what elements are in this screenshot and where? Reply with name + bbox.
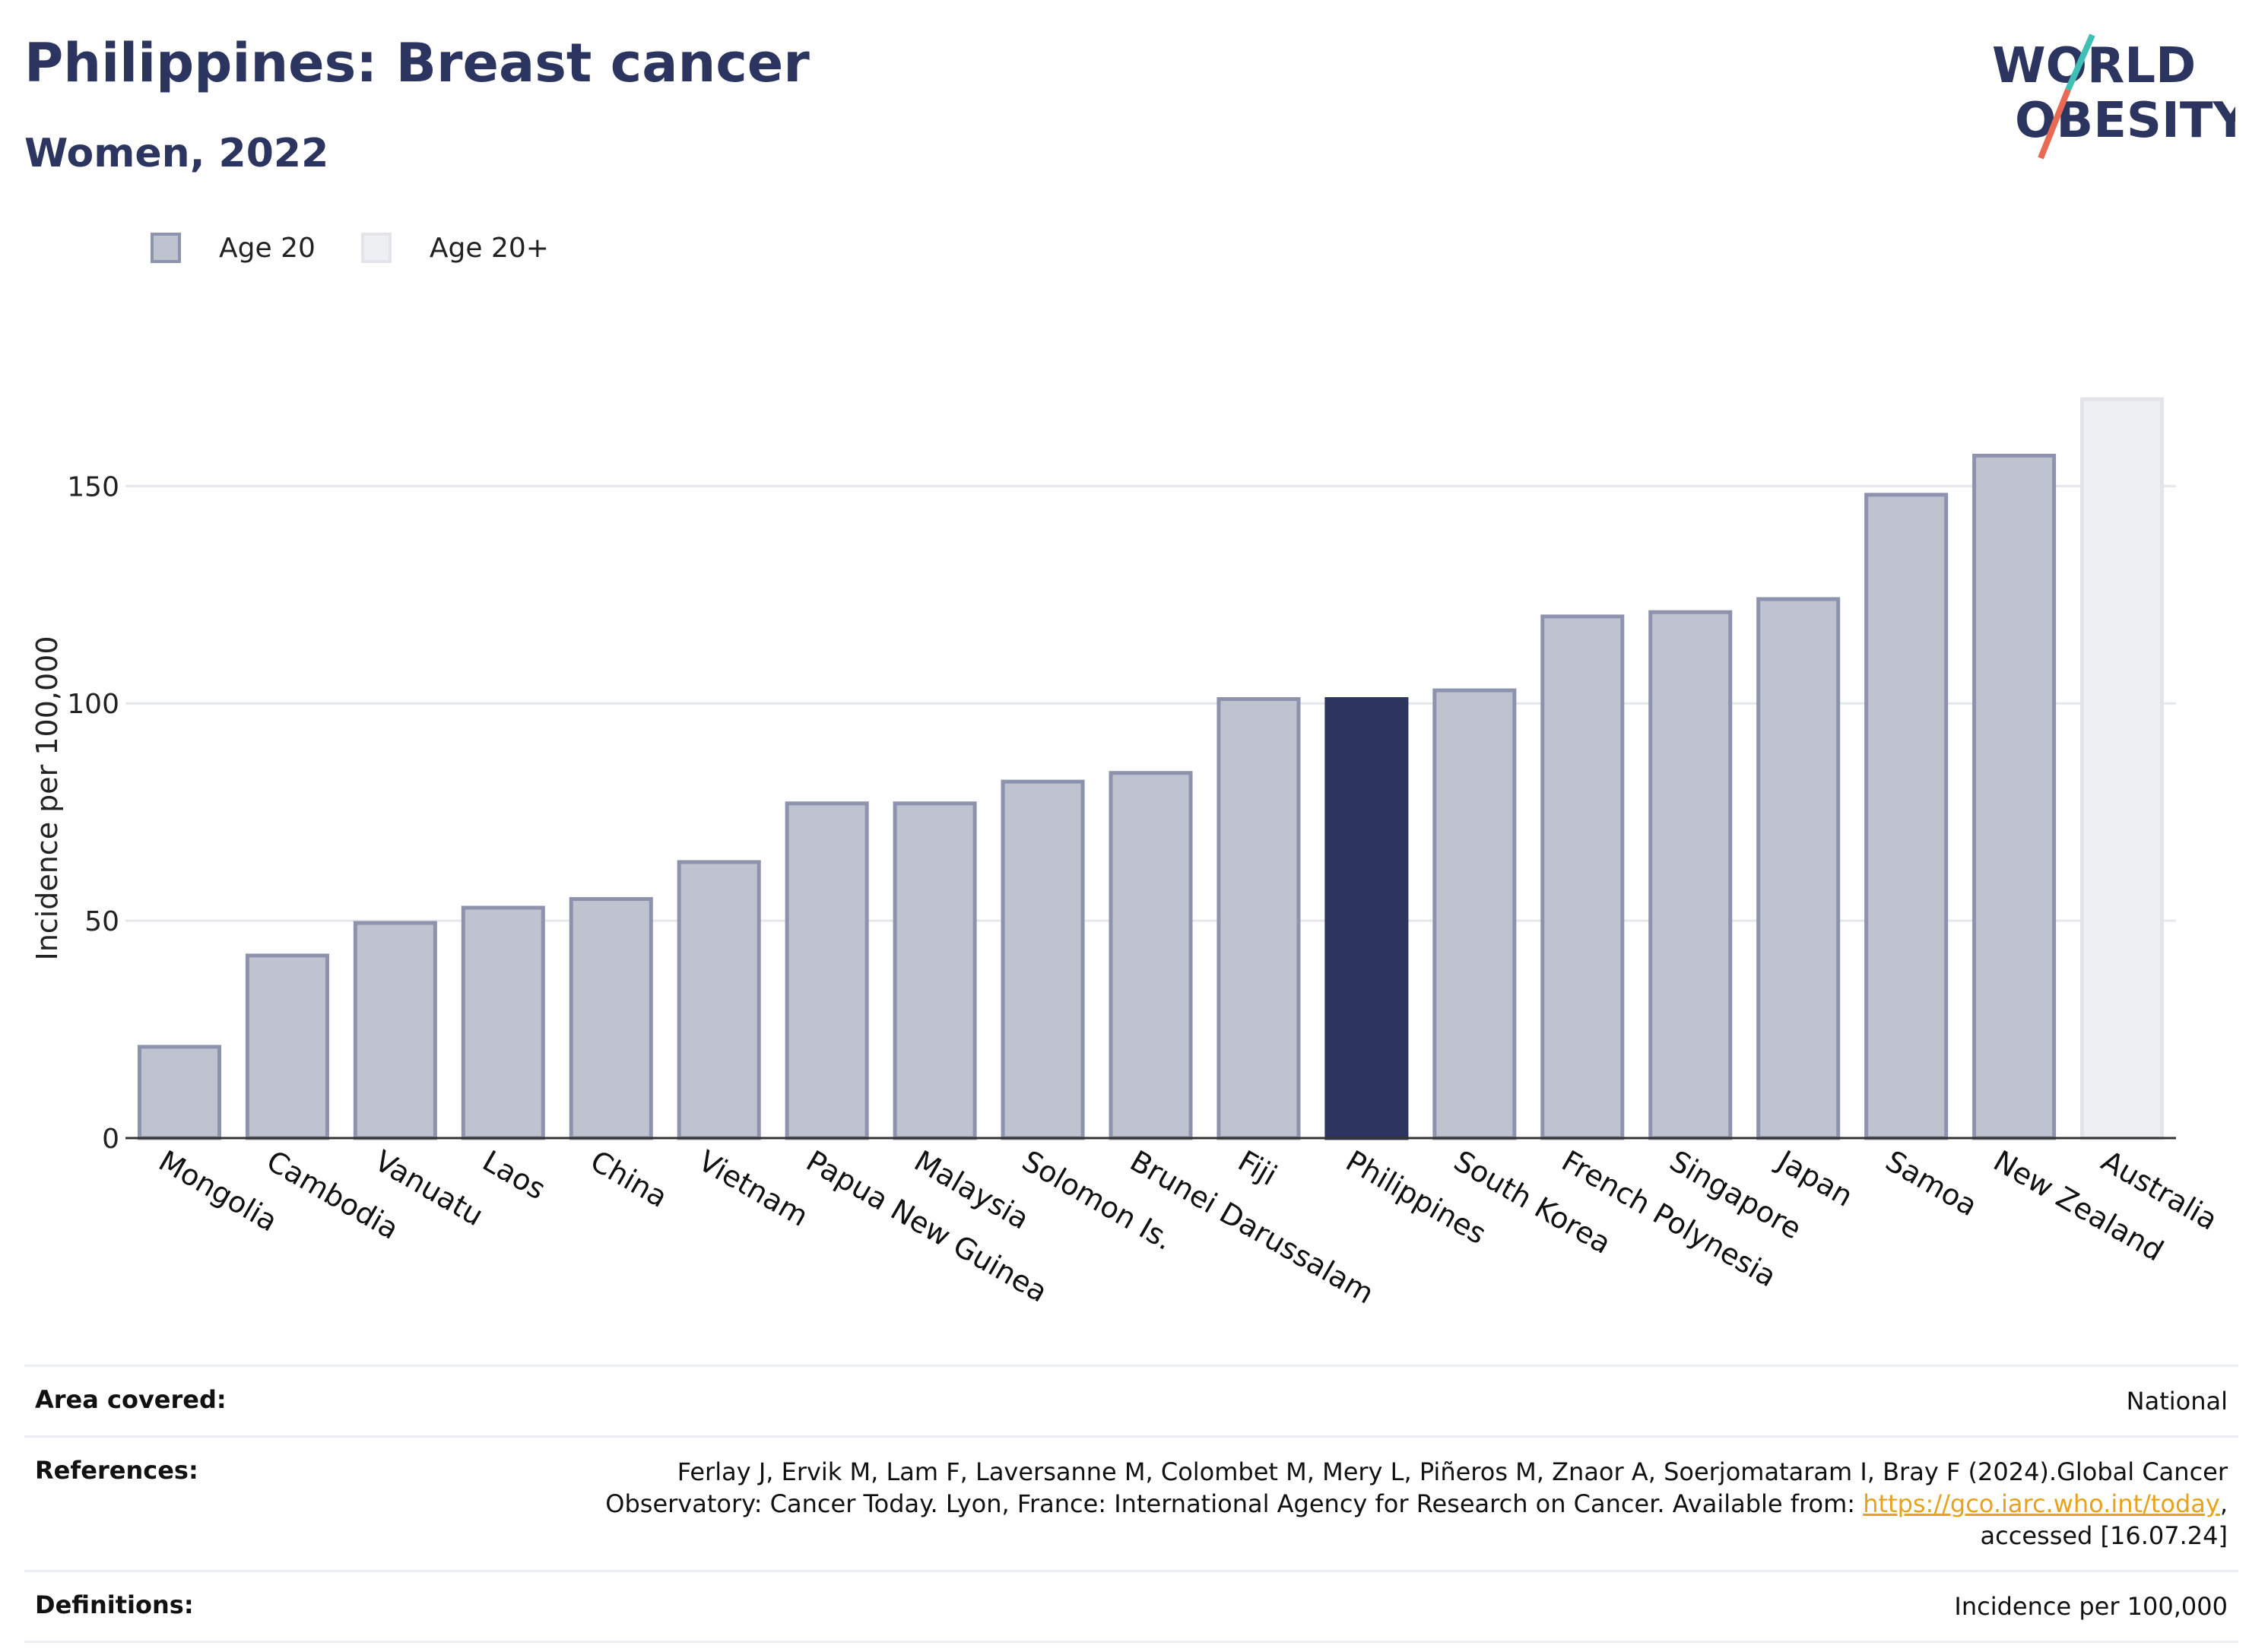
bar-solomon-is-[interactable] [1001, 779, 1085, 1140]
definitions-label: Definitions: [35, 1590, 194, 1619]
bar-vanuatu[interactable] [353, 921, 437, 1140]
bar-australia[interactable] [2080, 397, 2165, 1140]
area-covered-label: Area covered: [35, 1385, 227, 1414]
area-covered-value: National [2126, 1387, 2228, 1416]
y-axis-label: Incidence per 100,000 [30, 636, 64, 960]
reference-line-2-end: , [2219, 1489, 2228, 1518]
logo-line2: OBESITY [2015, 93, 2235, 149]
bar-malaysia[interactable] [893, 801, 977, 1140]
world-obesity-logo: WORLD OBESITY [1992, 33, 2235, 160]
footer-row-references: References: Ferlay J, Ervik M, Lam F, La… [24, 1435, 2238, 1570]
bar-fiji[interactable] [1216, 697, 1301, 1140]
bar-mongolia[interactable] [137, 1045, 221, 1140]
y-tick-label: 50 [84, 906, 119, 937]
bar-south-korea[interactable] [1432, 688, 1517, 1140]
bar-samoa[interactable] [1864, 493, 1949, 1140]
footer-table: Area covered: National References: Ferla… [24, 1365, 2238, 1643]
legend-item-age-20[interactable]: Age 20 [151, 233, 316, 264]
bar-singapore[interactable] [1648, 610, 1733, 1140]
legend-label-age-20: Age 20 [219, 232, 316, 264]
bar-brunei-darussalam[interactable] [1109, 771, 1193, 1140]
legend-label-age-20-plus: Age 20+ [429, 232, 549, 264]
bar-china[interactable] [569, 897, 653, 1140]
bar-laos[interactable] [461, 905, 545, 1140]
y-tick-labels: 0 50 100 150 [67, 471, 119, 1155]
bar-new-zealand[interactable] [1972, 453, 2057, 1140]
bar-philippines[interactable] [1324, 697, 1409, 1140]
reference-line-3: accessed [16.07.24] [1980, 1521, 2228, 1550]
bar-cambodia[interactable] [245, 953, 329, 1140]
page-subtitle: Women, 2022 [24, 131, 329, 176]
bar-french-polynesia[interactable] [1540, 614, 1625, 1140]
references-label: References: [35, 1456, 198, 1485]
x-tick-label: Laos [477, 1144, 551, 1206]
reference-line-2: Observatory: Cancer Today. Lyon, France:… [605, 1489, 1864, 1518]
reference-link[interactable]: https://gco.iarc.who.int/today [1863, 1489, 2220, 1518]
x-tick-label: Fiji [1232, 1144, 1283, 1192]
bar-vietnam[interactable] [677, 860, 761, 1140]
y-tick-label: 100 [67, 689, 119, 720]
footer-row-definitions: Definitions: Incidence per 100,000 [24, 1570, 2238, 1643]
x-tick-label: Samoa [1880, 1144, 1983, 1223]
x-tick-label: Mongolia [153, 1144, 283, 1238]
legend-swatch-age-20 [151, 233, 181, 263]
reference-line-1: Ferlay J, Ervik M, Lam F, Laversanne M, … [677, 1457, 2228, 1486]
logo-slash-coral [2038, 88, 2071, 160]
chart-legend: Age 20 Age 20+ [151, 228, 595, 268]
footer-row-area: Area covered: National [24, 1365, 2238, 1435]
x-tick-label: Vietnam [693, 1144, 814, 1233]
logo-slash-teal [2065, 33, 2095, 91]
y-tick-label: 150 [67, 471, 119, 503]
bar-papua-new-guinea[interactable] [785, 801, 869, 1140]
y-tick-label: 0 [102, 1124, 119, 1155]
x-tick-label: China [585, 1144, 673, 1214]
bars-group [125, 397, 2176, 1140]
logo-line1: WORLD [1992, 38, 2196, 94]
bar-japan[interactable] [1756, 597, 1841, 1140]
legend-swatch-age-20-plus [360, 233, 392, 263]
references-value: Ferlay J, Ervik M, Lam F, Laversanne M, … [605, 1456, 2228, 1552]
definitions-value: Incidence per 100,000 [1954, 1592, 2228, 1621]
legend-item-age-20-plus[interactable]: Age 20+ [360, 232, 549, 264]
page-title: Philippines: Breast cancer [24, 32, 810, 94]
